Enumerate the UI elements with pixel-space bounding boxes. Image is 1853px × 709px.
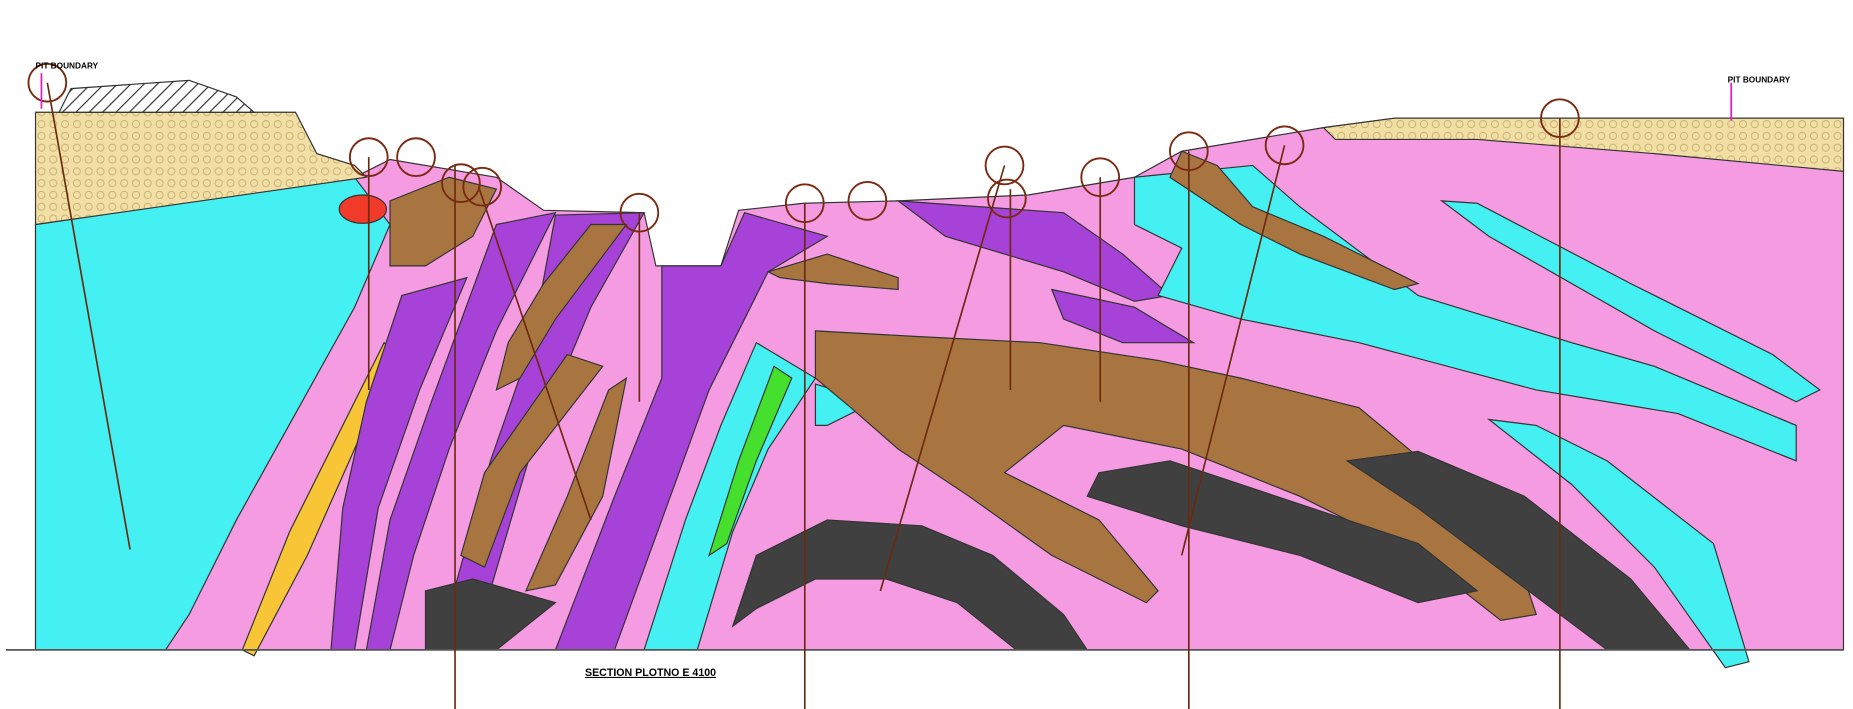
black-band bbox=[1086, 460, 1479, 604]
collar bbox=[847, 181, 888, 221]
collar bbox=[27, 62, 68, 103]
brown-band bbox=[495, 223, 628, 392]
collar bbox=[619, 192, 660, 233]
drill-hole bbox=[46, 82, 131, 550]
drill-hole bbox=[477, 186, 592, 521]
collar bbox=[348, 137, 389, 178]
collar bbox=[441, 163, 481, 204]
dump bbox=[58, 79, 256, 113]
geology bbox=[34, 79, 1845, 669]
brown-band bbox=[1169, 150, 1420, 291]
purple-band bbox=[554, 211, 829, 651]
brown-band bbox=[524, 376, 628, 592]
collar bbox=[462, 166, 503, 207]
collar bbox=[396, 137, 436, 178]
drill-holes bbox=[27, 62, 1580, 709]
drill-hole bbox=[879, 165, 1006, 592]
pit-boundary-label: PIT BOUNDARY bbox=[36, 62, 99, 71]
brown-band bbox=[460, 353, 604, 569]
section-label: SECTION PLOTNO E 4100 bbox=[585, 667, 716, 679]
sand-cover bbox=[1322, 117, 1845, 172]
collar bbox=[1168, 131, 1209, 172]
purple-band bbox=[1050, 288, 1196, 344]
collar bbox=[1540, 98, 1580, 139]
black-band bbox=[424, 578, 557, 651]
sand-cover bbox=[34, 111, 368, 226]
brown-band bbox=[766, 253, 899, 291]
drill-hole bbox=[1180, 145, 1286, 556]
purple-band bbox=[365, 211, 557, 651]
collar bbox=[1264, 125, 1305, 166]
collar bbox=[987, 178, 1027, 219]
collar bbox=[784, 183, 825, 224]
cyan-band bbox=[1439, 200, 1821, 403]
collar bbox=[1080, 157, 1121, 198]
red-lens bbox=[338, 194, 388, 224]
green-band bbox=[708, 365, 793, 557]
pit-boundary-label: PIT BOUNDARY bbox=[1728, 76, 1791, 85]
collar bbox=[984, 145, 1025, 186]
purple-band bbox=[896, 200, 1172, 302]
